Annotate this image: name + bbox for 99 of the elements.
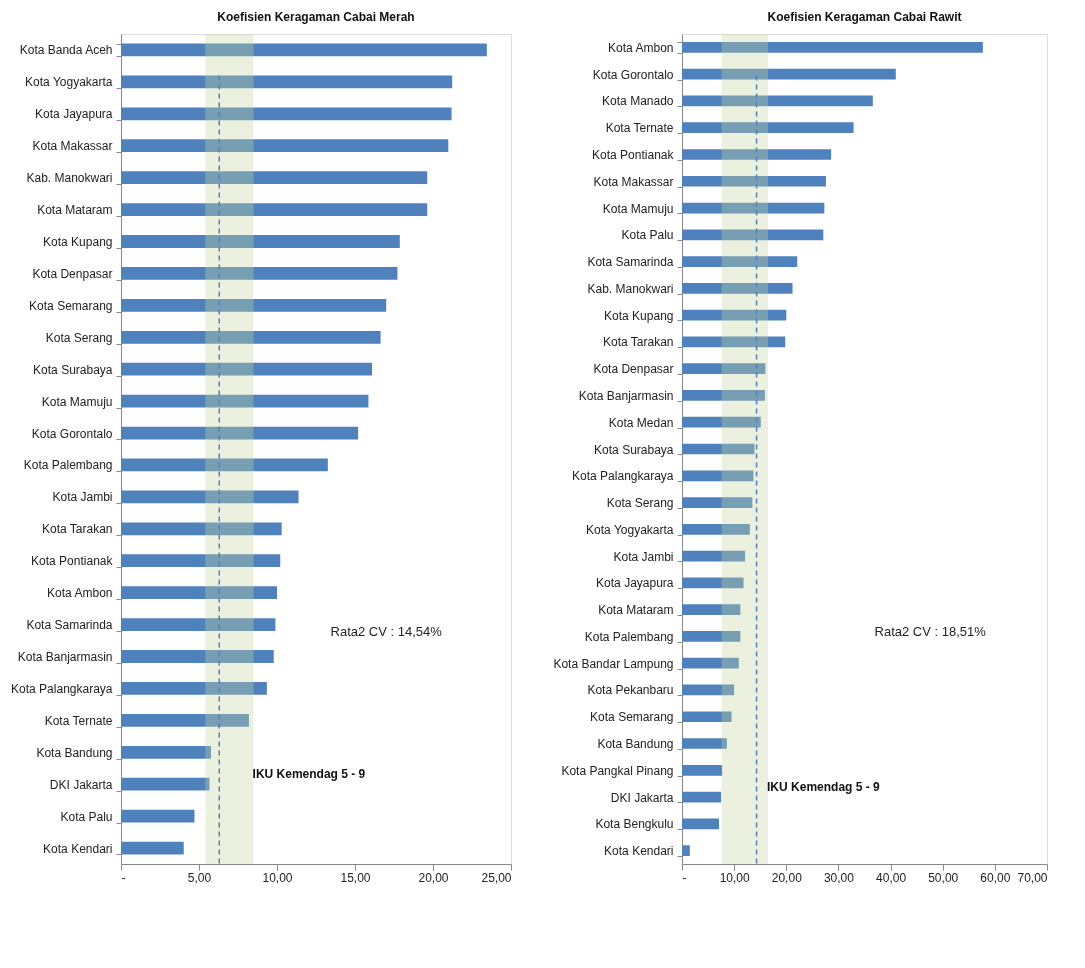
x-tick-label: 70,00: [1017, 870, 1048, 885]
y-tick-label: Kota Denpasar: [32, 266, 113, 281]
bar: [682, 657, 739, 669]
y-tick-label: Kota Banjarmasin: [578, 388, 674, 403]
x-tick-label: -: [682, 870, 687, 885]
bar: [121, 43, 487, 57]
y-tick-label: Kota Serang: [606, 496, 674, 511]
bar: [682, 845, 690, 856]
y-tick-label: Kota Semarang: [590, 710, 674, 725]
y-tick-label: Kota Samarinda: [587, 255, 674, 270]
bar: [682, 604, 741, 615]
y-tick-label: Kota Palangkaraya: [11, 681, 113, 696]
y-tick-label: Kota Samarinda: [26, 618, 113, 633]
y-tick-label: DKI Jakarta: [610, 790, 674, 805]
y-tick-label: Kota Jambi: [613, 549, 674, 564]
y-tick-label: Kota Medan: [608, 415, 674, 430]
y-tick-label: Kota Yogyakarta: [25, 75, 113, 90]
y-tick-label: Kota Jambi: [52, 490, 113, 505]
y-tick-label: Kota Kendari: [604, 844, 674, 859]
y-tick-label: Kota Yogyakarta: [586, 522, 674, 537]
y-tick-label: Kota Gorontalo: [31, 426, 113, 441]
bar: [121, 777, 210, 791]
bar: [682, 523, 750, 535]
chart-title: Koefisien Keragaman Cabai Rawit: [767, 10, 962, 24]
x-tick-label: 10,00: [719, 870, 750, 885]
x-tick-label: 15,00: [340, 870, 371, 885]
bar: [682, 711, 732, 723]
bar: [682, 470, 754, 482]
y-tick-label: Kota Kupang: [604, 308, 674, 323]
bar: [682, 764, 723, 776]
y-tick-label: Kota Banjarmasin: [17, 650, 113, 664]
x-tick-label: 40,00: [876, 870, 907, 885]
y-tick-label: Kota Ternate: [605, 121, 674, 136]
y-tick-label: Kota Bandar Lampung: [553, 656, 674, 671]
y-tick-label: Kab. Manokwari: [587, 281, 674, 296]
y-tick-label: Kota Palembang: [584, 629, 674, 644]
x-tick-label: 25,00: [481, 870, 512, 885]
y-tick-label: Kota Palu: [621, 228, 674, 243]
x-tick-label: -: [121, 870, 126, 885]
bar: [682, 631, 741, 642]
band-label: IKU Kemendag 5 - 9: [767, 780, 881, 795]
y-tick-label: Kab. Manokwari: [26, 171, 113, 186]
y-tick-label: Kota Semarang: [29, 298, 113, 313]
y-tick-label: Kota Palangkaraya: [572, 469, 674, 484]
y-tick-label: Kota Pontianak: [592, 147, 675, 162]
x-tick-label: 10,00: [262, 870, 293, 885]
y-tick-label: Kota Tarakan: [42, 522, 113, 537]
annotation: Rata2 CV : 14,54%: [330, 623, 443, 639]
y-tick-label: Kota Bengkulu: [595, 817, 674, 832]
y-tick-label: Kota Tarakan: [603, 335, 674, 350]
y-tick-label: Kota Palembang: [23, 458, 113, 473]
y-tick-label: Kota Ambon: [608, 40, 674, 55]
x-tick-label: 60,00: [980, 870, 1011, 885]
y-tick-label: Kota Denpasar: [593, 362, 674, 377]
y-tick-label: Kota Surabaya: [594, 442, 674, 457]
y-tick-label: Kota Makassar: [593, 174, 674, 189]
bar: [682, 550, 746, 562]
y-tick-label: Kota Kupang: [43, 235, 113, 249]
y-tick-label: Kota Bandung: [597, 737, 674, 752]
y-tick-label: Kota Bandung: [36, 745, 113, 760]
bar: [682, 497, 753, 508]
bar: [682, 42, 983, 53]
y-tick-label: Kota Banda Aceh: [19, 43, 113, 58]
x-tick-label: 5,00: [187, 870, 212, 885]
y-tick-label: Kota Mamuju: [41, 394, 113, 409]
bar: [682, 577, 744, 589]
x-tick-label: 50,00: [928, 870, 959, 885]
bar: [682, 738, 727, 749]
bar: [682, 791, 722, 803]
y-tick-label: Kota Ambon: [47, 586, 113, 601]
y-tick-label: Kota Kendari: [43, 841, 113, 856]
y-tick-label: Kota Gorontalo: [592, 67, 674, 82]
y-tick-label: Kota Mataram: [598, 603, 674, 618]
y-tick-label: DKI Jakarta: [49, 777, 113, 792]
bar: [121, 745, 212, 759]
bar: [121, 809, 195, 823]
y-tick-label: Kota Mamuju: [602, 201, 674, 216]
y-tick-label: Kota Ternate: [44, 713, 113, 728]
y-tick-label: Kota Palu: [60, 809, 113, 824]
y-tick-label: Kota Serang: [45, 330, 113, 345]
band-label: IKU Kemendag 5 - 9: [252, 767, 366, 782]
y-tick-label: Kota Pangkal Pinang: [561, 763, 674, 778]
y-tick-label: Kota Jayapura: [596, 576, 674, 591]
chart-title: Koefisien Keragaman Cabai Merah: [217, 10, 415, 24]
y-tick-label: Kota Surabaya: [33, 362, 113, 377]
x-tick-label: 30,00: [823, 870, 855, 885]
bar: [682, 443, 755, 455]
annotation: Rata2 CV : 18,51%: [874, 623, 987, 639]
bar: [682, 684, 735, 696]
y-tick-label: Kota Pontianak: [31, 554, 114, 569]
y-tick-label: Kota Pekanbaru: [587, 683, 674, 698]
bar: [682, 818, 720, 830]
x-tick-label: 20,00: [418, 870, 449, 885]
y-tick-label: Kota Mataram: [37, 203, 113, 218]
bar: [121, 841, 184, 855]
x-tick-label: 20,00: [771, 870, 803, 885]
y-tick-label: Kota Manado: [602, 94, 674, 109]
y-tick-label: Kota Jayapura: [35, 107, 113, 122]
y-tick-label: Kota Makassar: [32, 139, 113, 154]
